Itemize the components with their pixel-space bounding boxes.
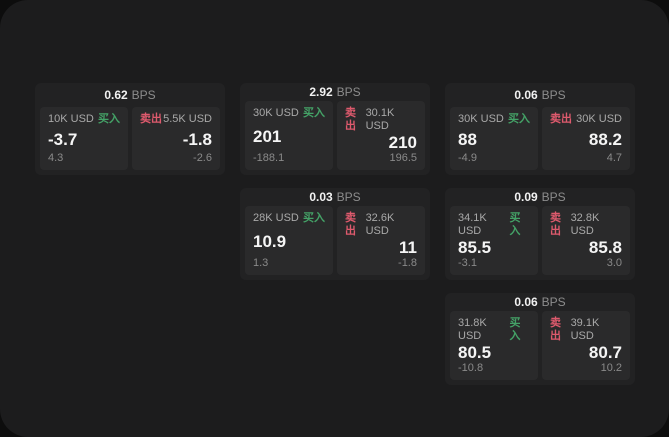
card-header: 0.62 BPS bbox=[35, 83, 225, 107]
card-panels: 28K USD 买入 10.9 1.3 卖出 32.6K USD 11 -1.8 bbox=[240, 206, 430, 280]
sell-panel[interactable]: 卖出 32.6K USD 11 -1.8 bbox=[337, 206, 425, 275]
sell-button[interactable]: 卖出 bbox=[550, 212, 561, 237]
sell-amount-label: 30K USD bbox=[576, 113, 622, 125]
buy-price: 80.5 bbox=[458, 343, 492, 362]
buy-panel[interactable]: 34.1K USD 买入 85.5 -3.1 bbox=[450, 206, 538, 275]
sell-panel[interactable]: 卖出 30.1K USD 210 196.5 bbox=[337, 101, 425, 170]
bps-unit-label: BPS bbox=[541, 190, 566, 204]
card-header: 0.03 BPS bbox=[240, 188, 430, 206]
bps-unit-label: BPS bbox=[541, 295, 566, 309]
quote-card: 0.03 BPS 28K USD 买入 10.9 1.3 卖出 32.6K US… bbox=[240, 188, 430, 280]
sell-panel[interactable]: 卖出 32.8K USD 85.8 3.0 bbox=[542, 206, 630, 275]
sell-button[interactable]: 卖出 bbox=[550, 317, 561, 342]
buy-panel[interactable]: 28K USD 买入 10.9 1.3 bbox=[245, 206, 333, 275]
buy-amount-label: 28K USD bbox=[253, 212, 299, 224]
sell-price: 11 bbox=[399, 238, 417, 257]
sell-button[interactable]: 卖出 bbox=[140, 113, 162, 125]
sell-change: 196.5 bbox=[389, 152, 417, 164]
bps-value: 0.03 bbox=[309, 190, 333, 204]
buy-button[interactable]: 买入 bbox=[98, 113, 120, 125]
bps-value: 0.06 bbox=[514, 88, 538, 102]
sell-change: -1.8 bbox=[398, 257, 417, 269]
buy-amount-label: 31.8K USD bbox=[458, 317, 487, 342]
quote-card: 0.09 BPS 34.1K USD 买入 85.5 -3.1 卖出 32.8K… bbox=[445, 188, 635, 280]
quote-card: 0.06 BPS 31.8K USD 买入 80.5 -10.8 卖出 39.1… bbox=[445, 293, 635, 385]
card-panels: 10K USD 买入 -3.7 4.3 卖出 5.5K USD -1.8 -2.… bbox=[35, 107, 225, 175]
buy-price: -3.7 bbox=[48, 129, 78, 149]
card-header: 0.06 BPS bbox=[445, 293, 635, 311]
sell-price: 85.8 bbox=[588, 238, 622, 257]
sell-button[interactable]: 卖出 bbox=[345, 212, 356, 237]
sell-price: 88.2 bbox=[588, 129, 622, 149]
sell-amount-label: 32.6K USD bbox=[365, 212, 395, 237]
sell-button[interactable]: 卖出 bbox=[550, 113, 572, 125]
sell-price: 80.7 bbox=[588, 343, 622, 362]
buy-price: 85.5 bbox=[458, 238, 492, 257]
sell-button[interactable]: 卖出 bbox=[345, 107, 356, 132]
sell-change: 3.0 bbox=[606, 257, 622, 269]
bps-value: 2.92 bbox=[309, 85, 333, 99]
buy-button[interactable]: 买入 bbox=[508, 113, 530, 125]
quote-card: 0.06 BPS 30K USD 买入 88 -4.9 卖出 30K USD 8… bbox=[445, 83, 635, 175]
quote-card: 2.92 BPS 30K USD 买入 201 -188.1 卖出 30.1K … bbox=[240, 83, 430, 175]
bps-unit-label: BPS bbox=[131, 88, 156, 102]
buy-change: 1.3 bbox=[253, 257, 269, 269]
buy-change: 4.3 bbox=[48, 152, 64, 164]
buy-change: -188.1 bbox=[253, 152, 285, 164]
buy-panel[interactable]: 30K USD 买入 88 -4.9 bbox=[450, 107, 538, 170]
buy-button[interactable]: 买入 bbox=[509, 317, 521, 342]
sell-price: 210 bbox=[388, 133, 417, 152]
buy-button[interactable]: 买入 bbox=[509, 212, 521, 237]
buy-button[interactable]: 买入 bbox=[303, 212, 325, 224]
card-header: 0.09 BPS bbox=[445, 188, 635, 206]
buy-amount-label: 30K USD bbox=[253, 107, 299, 119]
card-panels: 34.1K USD 买入 85.5 -3.1 卖出 32.8K USD 85.8… bbox=[445, 206, 635, 280]
card-header: 0.06 BPS bbox=[445, 83, 635, 107]
buy-price: 201 bbox=[253, 126, 282, 146]
buy-panel[interactable]: 10K USD 买入 -3.7 4.3 bbox=[40, 107, 128, 170]
bps-value: 0.62 bbox=[104, 88, 128, 102]
bps-unit-label: BPS bbox=[541, 88, 566, 102]
card-panels: 30K USD 买入 201 -188.1 卖出 30.1K USD 210 1… bbox=[240, 101, 430, 175]
buy-button[interactable]: 买入 bbox=[303, 107, 325, 119]
buy-change: -4.9 bbox=[458, 152, 477, 164]
bps-value: 0.09 bbox=[514, 190, 538, 204]
buy-change: -10.8 bbox=[458, 362, 484, 374]
sell-amount-label: 30.1K USD bbox=[365, 107, 395, 132]
sell-amount-label: 39.1K USD bbox=[570, 317, 600, 342]
sell-price: -1.8 bbox=[182, 129, 212, 149]
sell-change: 10.2 bbox=[600, 362, 622, 374]
bps-unit-label: BPS bbox=[336, 85, 361, 99]
card-panels: 31.8K USD 买入 80.5 -10.8 卖出 39.1K USD 80.… bbox=[445, 311, 635, 385]
sell-change: 4.7 bbox=[606, 152, 622, 164]
buy-change: -3.1 bbox=[458, 257, 477, 269]
buy-price: 88 bbox=[458, 129, 477, 149]
sell-panel[interactable]: 卖出 30K USD 88.2 4.7 bbox=[542, 107, 630, 170]
buy-amount-label: 30K USD bbox=[458, 113, 504, 125]
buy-panel[interactable]: 31.8K USD 买入 80.5 -10.8 bbox=[450, 311, 538, 380]
sell-panel[interactable]: 卖出 39.1K USD 80.7 10.2 bbox=[542, 311, 630, 380]
bps-unit-label: BPS bbox=[336, 190, 361, 204]
buy-price: 10.9 bbox=[253, 231, 287, 251]
sell-panel[interactable]: 卖出 5.5K USD -1.8 -2.6 bbox=[132, 107, 220, 170]
sell-amount-label: 32.8K USD bbox=[570, 212, 600, 237]
sell-change: -2.6 bbox=[193, 152, 212, 164]
card-panels: 30K USD 买入 88 -4.9 卖出 30K USD 88.2 4.7 bbox=[445, 107, 635, 175]
sell-amount-label: 5.5K USD bbox=[163, 113, 212, 125]
card-header: 2.92 BPS bbox=[240, 83, 430, 101]
buy-amount-label: 34.1K USD bbox=[458, 212, 487, 237]
quote-card: 0.62 BPS 10K USD 买入 -3.7 4.3 卖出 5.5K USD… bbox=[35, 83, 225, 175]
buy-panel[interactable]: 30K USD 买入 201 -188.1 bbox=[245, 101, 333, 170]
buy-amount-label: 10K USD bbox=[48, 113, 94, 125]
bps-value: 0.06 bbox=[514, 295, 538, 309]
